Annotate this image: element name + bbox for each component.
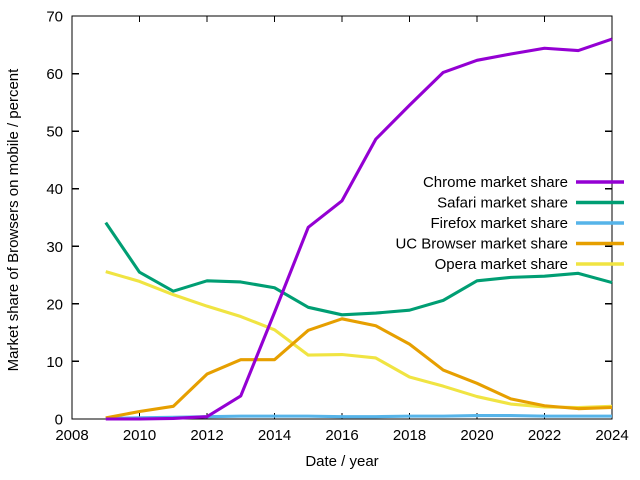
x-tick-label: 2012	[190, 427, 223, 444]
series-line-safari	[104, 221, 613, 317]
legend-label: Safari market share	[437, 195, 568, 212]
y-tick-label: 40	[46, 181, 63, 198]
x-tick-label: 2016	[325, 427, 358, 444]
x-tick-label: 2018	[393, 427, 426, 444]
x-tick-label: 2024	[595, 427, 628, 444]
data-series-group	[104, 37, 613, 421]
legend-label: UC Browser market share	[395, 236, 568, 253]
series-line-opera	[105, 270, 613, 410]
y-tick-label: 50	[46, 124, 63, 141]
y-tick-label: 10	[46, 354, 63, 371]
x-tick-label: 2020	[460, 427, 493, 444]
series-line-uc	[105, 317, 613, 420]
y-tick-label: 60	[46, 66, 63, 83]
series-line-chrome	[105, 37, 613, 421]
x-axis-title: Date / year	[305, 453, 378, 470]
y-tick-label: 70	[46, 9, 63, 26]
x-axis-ticks: 2008 2010 2012 2014 2016 2018 2020 2022 2024	[55, 16, 629, 444]
legend-label: Chrome market share	[423, 174, 568, 191]
y-axis-title: Market share of Browsers on mobile / per…	[5, 68, 22, 371]
y-tick-label: 20	[46, 296, 63, 313]
legend-label: Firefox market share	[430, 215, 568, 232]
chart-legend: Chrome market share Safari market share Fi…	[395, 174, 624, 273]
x-tick-label: 2008	[55, 427, 88, 444]
legend-label: Opera market share	[435, 256, 568, 273]
x-tick-label: 2022	[528, 427, 561, 444]
y-tick-label: 0	[55, 412, 63, 429]
x-tick-label: 2010	[123, 427, 156, 444]
y-axis-ticks: 0 10 20 30 40 50 60 70	[46, 9, 612, 429]
x-tick-label: 2014	[258, 427, 291, 444]
y-tick-label: 30	[46, 239, 63, 256]
